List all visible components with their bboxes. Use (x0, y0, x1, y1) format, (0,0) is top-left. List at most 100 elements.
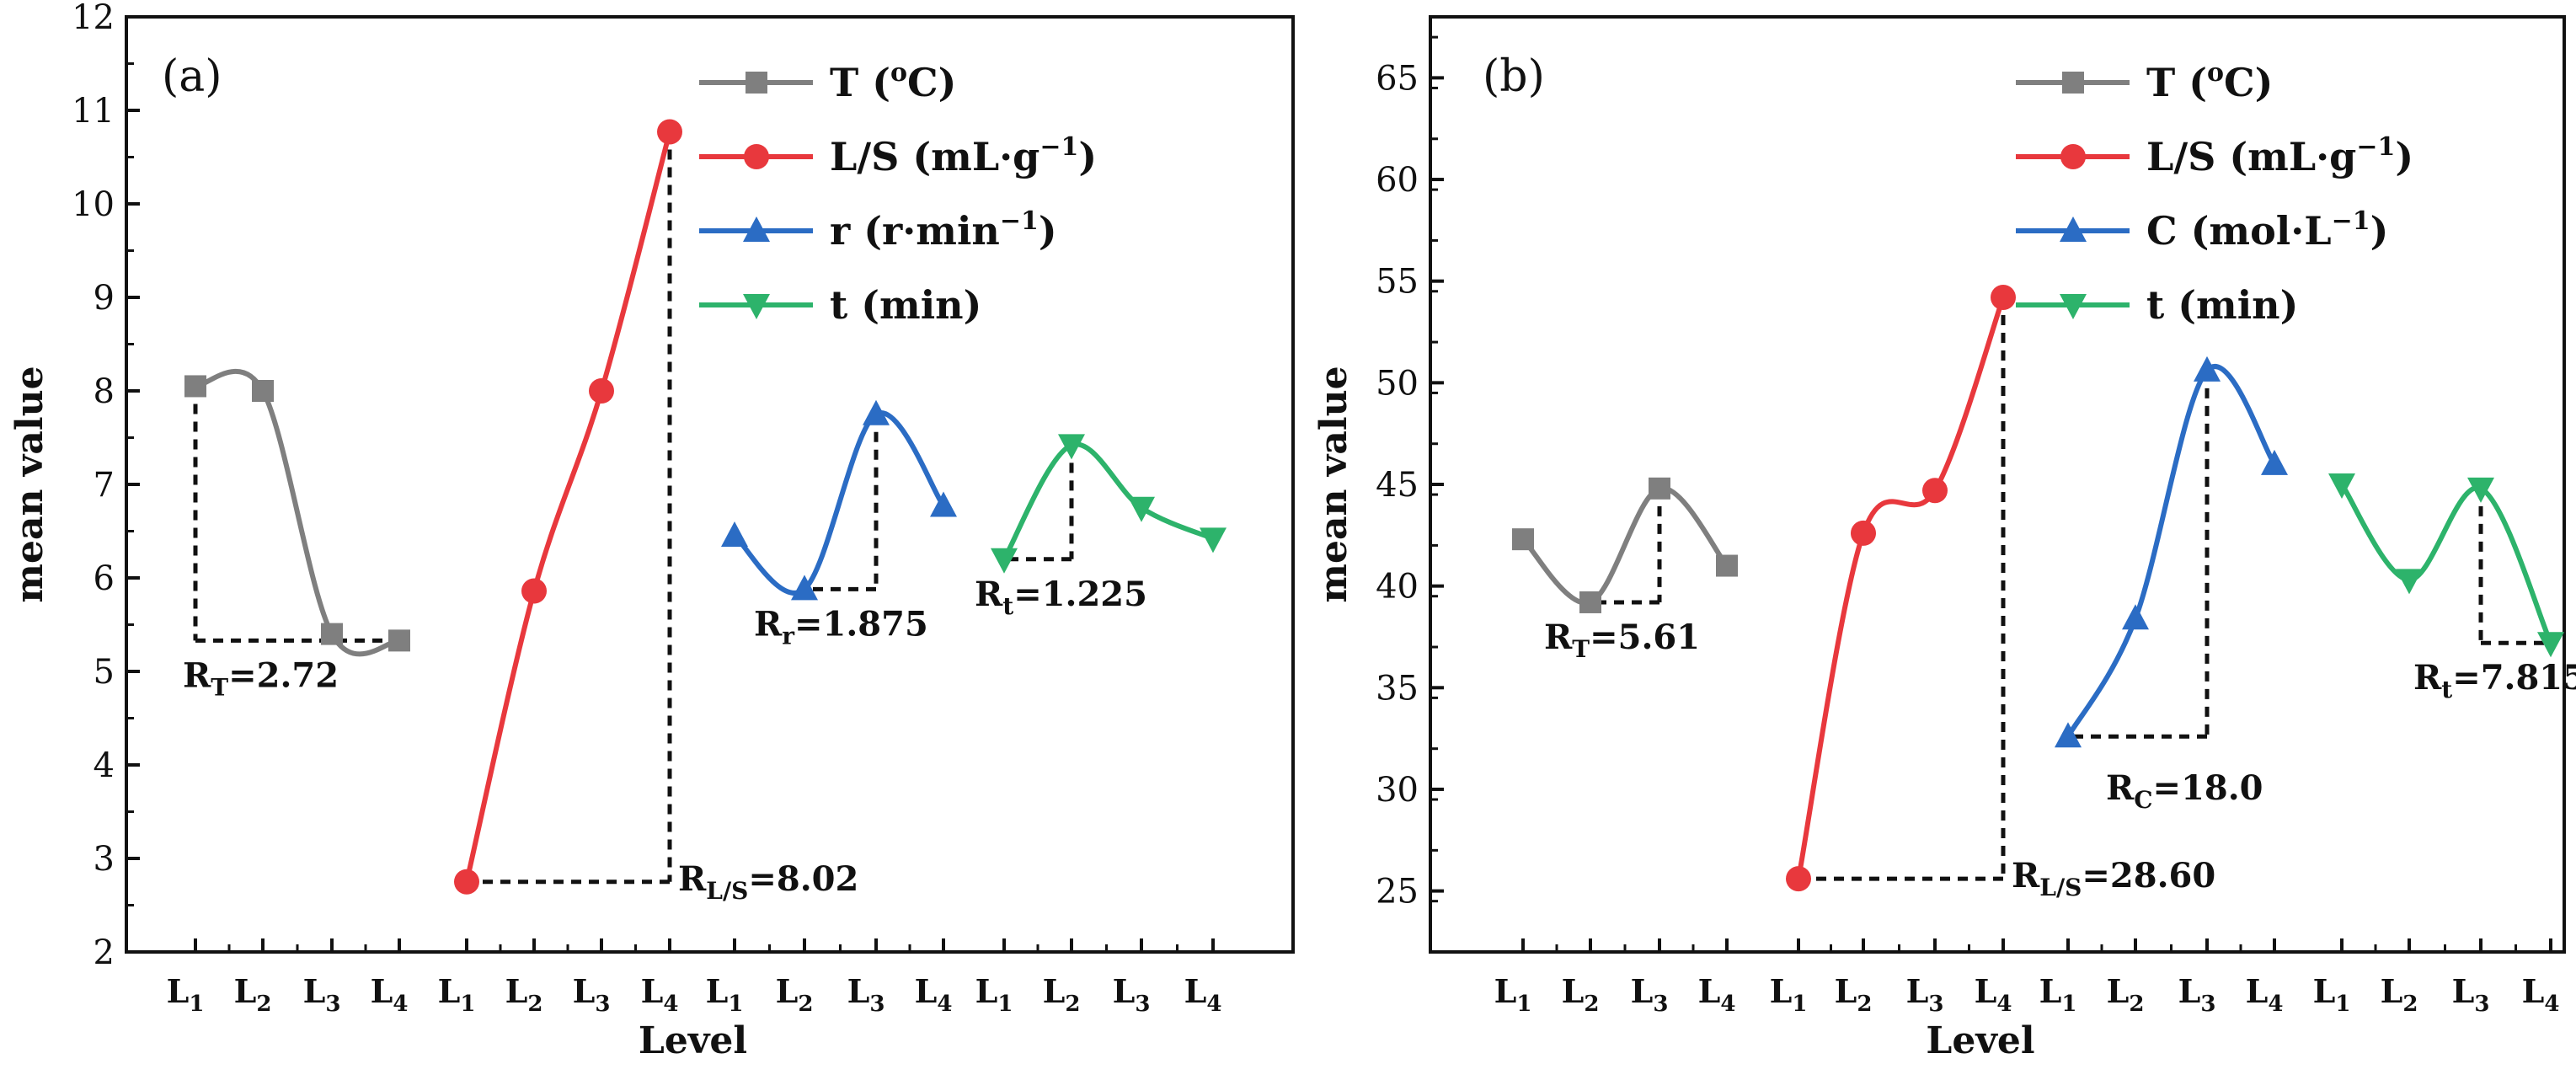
level-letter: L (706, 972, 729, 1010)
legend-label: L/S (mL·g−1) (2146, 132, 2413, 179)
data-point (1716, 554, 1738, 577)
x-tick-label: L1 (1770, 972, 1808, 1017)
level-letter: L (1698, 972, 1721, 1010)
level-letter: L (1184, 972, 1207, 1010)
level-subscript: 4 (393, 992, 408, 1017)
level-letter: L (776, 972, 799, 1010)
level-subscript: 3 (1653, 992, 1668, 1017)
range-letter: R (2012, 856, 2040, 896)
series-line (1796, 297, 2006, 880)
legend-label-tail: ) (1078, 134, 1097, 179)
legend-label-tail: ) (1039, 208, 1057, 254)
data-point (1851, 520, 1876, 546)
data-point (2261, 449, 2288, 475)
level-letter: L (975, 972, 998, 1010)
x-tick-label: L3 (2452, 972, 2490, 1017)
y-tick-label: 3 (94, 840, 115, 879)
x-tick-label: L3 (2178, 972, 2216, 1017)
level-subscript: 1 (1792, 992, 1807, 1017)
range-annotation: Rt=1.225 (975, 575, 1147, 620)
level-subscript: 2 (798, 992, 813, 1017)
legend-marker (2060, 217, 2087, 242)
y-tick-label: 45 (1376, 466, 1419, 505)
level-subscript: 1 (1516, 992, 1531, 1017)
y-tick-label: 7 (94, 466, 115, 505)
data-point (991, 548, 1018, 574)
level-subscript: 1 (189, 992, 204, 1017)
level-letter: L (641, 972, 664, 1010)
legend-label: T (oC) (2146, 58, 2273, 105)
level-subscript: 4 (1206, 992, 1221, 1017)
y-tick-label: 4 (94, 746, 115, 785)
legend-label-main: L/S (mL·g (830, 134, 1039, 179)
x-tick-label: L2 (1562, 972, 1600, 1017)
level-subscript: 2 (2129, 992, 2144, 1017)
level-subscript: 3 (595, 992, 610, 1017)
legend-label-tail: C) (2224, 60, 2273, 105)
legend-label-tail: ) (2370, 208, 2389, 254)
data-point (1579, 591, 1601, 613)
y-tick-label: 2 (94, 933, 115, 972)
legend-marker (2060, 294, 2087, 319)
legend-marker (2062, 72, 2084, 94)
x-tick-label: L4 (1975, 972, 2012, 1017)
range-subscript: T (1572, 635, 1590, 663)
legend-label-superscript: −1 (1000, 206, 1039, 236)
legend-entry: C (mol·L−1) (2016, 206, 2388, 254)
level-letter: L (2039, 972, 2062, 1010)
range-subscript: C (2134, 786, 2152, 814)
data-point (2467, 477, 2494, 503)
y-tick-label: 5 (94, 653, 115, 692)
level-letter: L (915, 972, 938, 1010)
data-point (657, 119, 682, 145)
level-subscript: 3 (1135, 992, 1150, 1017)
y-tick-label: 8 (94, 372, 115, 411)
legend-label-main: T ( (830, 60, 890, 105)
x-tick-label: L3 (1906, 972, 1944, 1017)
series-1: RL/S=28.60 (1786, 285, 2215, 901)
level-letter: L (2246, 972, 2269, 1010)
data-point (2194, 356, 2221, 382)
level-subscript: 3 (869, 992, 884, 1017)
range-value: =28.60 (2082, 856, 2215, 896)
legend-label-main: C (mol·L (2146, 208, 2332, 254)
legend-label-superscript: o (890, 58, 907, 88)
legend-label-tail: C) (907, 60, 956, 105)
level-letter: L (1631, 972, 1654, 1010)
panel-label: (a) (162, 51, 222, 102)
x-tick-label: L1 (706, 972, 744, 1017)
level-letter: L (2452, 972, 2475, 1010)
range-annotation: RL/S=8.02 (678, 859, 858, 905)
legend-label-main: T ( (2146, 60, 2207, 105)
level-subscript: 2 (527, 992, 542, 1017)
data-point (2328, 473, 2355, 499)
data-point (454, 869, 479, 895)
legend-marker (743, 294, 770, 319)
series-line (464, 131, 672, 883)
x-tick-label: L3 (303, 972, 341, 1017)
data-point (521, 578, 547, 604)
x-tick-label: L1 (167, 972, 205, 1017)
range-value: =18.0 (2153, 768, 2263, 808)
x-tick-label: L4 (1698, 972, 1736, 1017)
level-letter: L (371, 972, 393, 1010)
x-tick-label: L3 (573, 972, 611, 1017)
data-point (1200, 527, 1227, 553)
range-subscript: r (782, 622, 795, 650)
level-letter: L (2522, 972, 2545, 1010)
x-tick-label: L3 (1631, 972, 1669, 1017)
x-tick-label: L2 (505, 972, 543, 1017)
y-tick-label: 10 (72, 185, 115, 224)
x-tick-label: L1 (1494, 972, 1532, 1017)
level-letter: L (2381, 972, 2403, 1010)
series-0: RT=2.72 (183, 368, 410, 701)
data-point (863, 399, 890, 425)
legend-marker (743, 217, 770, 242)
level-letter: L (505, 972, 528, 1010)
x-tick-label: L2 (1835, 972, 1873, 1017)
panel-label: (b) (1483, 51, 1545, 102)
data-point (184, 375, 206, 398)
y-tick-label: 50 (1376, 364, 1419, 403)
y-axis-title: mean value (1312, 366, 1355, 602)
